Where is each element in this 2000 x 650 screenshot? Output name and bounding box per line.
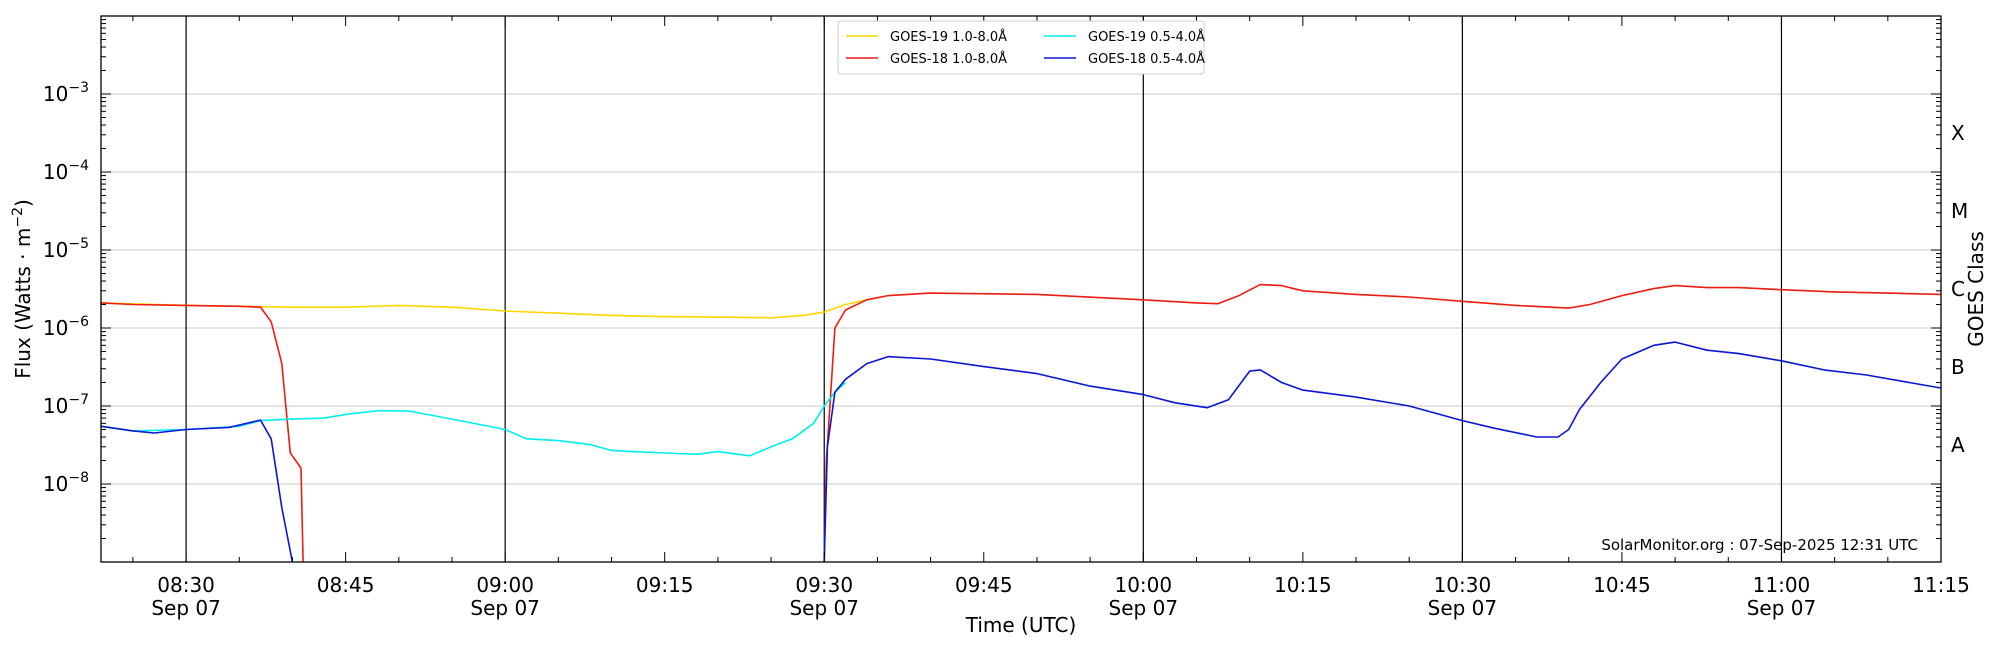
legend-box (837, 20, 1205, 75)
legend-label: GOES-18 0.5-4.0Å (1088, 51, 1205, 67)
legend: GOES-19 1.0-8.0Å GOES-18 1.0-8.0Å GOES-19 … (837, 20, 1205, 75)
series-line-1 (101, 299, 867, 319)
x-tick-label: 08:45 (317, 573, 375, 597)
y-tick-label: 10−5 (43, 236, 89, 262)
y-tick-label: 10−7 (43, 392, 89, 418)
series-line-2 (101, 283, 1941, 562)
x-tick-label: 10:45 (1593, 573, 1651, 597)
legend-label: GOES-18 1.0-8.0Å (890, 51, 1007, 67)
y-tick-label: 10−6 (43, 314, 89, 340)
y-tick-label-exponent: −5 (68, 236, 89, 252)
x-tick-date-label: Sep 07 (1747, 596, 1817, 620)
goes-class-label: X (1951, 121, 1965, 145)
goes-class-labels: A B C M X (1951, 121, 1968, 457)
x-tick-label: 09:30 (795, 573, 853, 597)
y-tick-label-exponent: −4 (68, 158, 89, 174)
y-tick-label-exponent: −6 (68, 314, 89, 330)
goes-class-label: M (1951, 199, 1968, 223)
y-tick-label-exponent: −7 (68, 392, 89, 408)
x-tick-label: 10:30 (1434, 573, 1492, 597)
watermark-text: SolarMonitor.org : 07-Sep-2025 12:31 UTC (1601, 536, 1918, 554)
y-tick-label-base: 10 (43, 82, 68, 106)
series-line-3 (101, 381, 847, 457)
x-tick-label: 09:15 (636, 573, 694, 597)
y-tick-label: 10−8 (43, 470, 89, 496)
x-tick-date-label: Sep 07 (1109, 596, 1179, 620)
legend-label: GOES-19 0.5-4.0Å (1088, 29, 1205, 45)
y-tick-label: 10−3 (43, 80, 89, 106)
x-tick-date-label: Sep 07 (789, 596, 859, 620)
x-tick-date-label: Sep 07 (470, 596, 540, 620)
grid-layer (101, 93, 1941, 485)
x-tick-date-label: Sep 07 (1428, 596, 1498, 620)
y-tick-label-base: 10 (43, 472, 68, 496)
x-tick-label: 10:15 (1274, 573, 1332, 597)
y-axis-title-close: ) (11, 199, 35, 207)
series-layer (101, 283, 1941, 562)
x-tick-label: 09:00 (476, 573, 534, 597)
goes-class-label: A (1951, 433, 1965, 457)
y-tick-label-base: 10 (43, 238, 68, 262)
x-tick-label: 11:00 (1753, 573, 1811, 597)
x-tick-label: 08:30 (157, 573, 215, 597)
y-tick-label-base: 10 (43, 394, 68, 418)
y-tick-label-base: 10 (43, 160, 68, 184)
tick-layer (101, 16, 1942, 563)
series-line-4 (101, 341, 1941, 562)
y-axis-title-main: Flux (Watts · m (11, 228, 35, 379)
x-tick-date-label: Sep 07 (151, 596, 221, 620)
plot-frame (100, 15, 1942, 563)
secondary-y-axis-title: GOES Class (1964, 231, 1988, 347)
y-axis-title: Flux (Watts · m−2) (10, 199, 35, 379)
y-tick-label: 10−4 (43, 158, 89, 184)
vertical-day-lines (185, 16, 1783, 562)
y-tick-label-exponent: −3 (68, 80, 89, 96)
y-tick-label-exponent: −8 (68, 470, 89, 486)
legend-label: GOES-19 1.0-8.0Å (890, 29, 1007, 45)
x-axis-title: Time (UTC) (965, 613, 1077, 637)
x-tick-label: 11:15 (1912, 573, 1970, 597)
x-tick-label: 10:00 (1114, 573, 1172, 597)
goes-class-label: C (1951, 277, 1965, 301)
y-axis-title-exponent: −2 (10, 207, 26, 228)
y-tick-labels: 10−810−710−610−510−410−3 (43, 80, 89, 496)
goes-class-label: B (1951, 355, 1965, 379)
x-tick-label: 09:45 (955, 573, 1013, 597)
y-tick-label-base: 10 (43, 316, 68, 340)
